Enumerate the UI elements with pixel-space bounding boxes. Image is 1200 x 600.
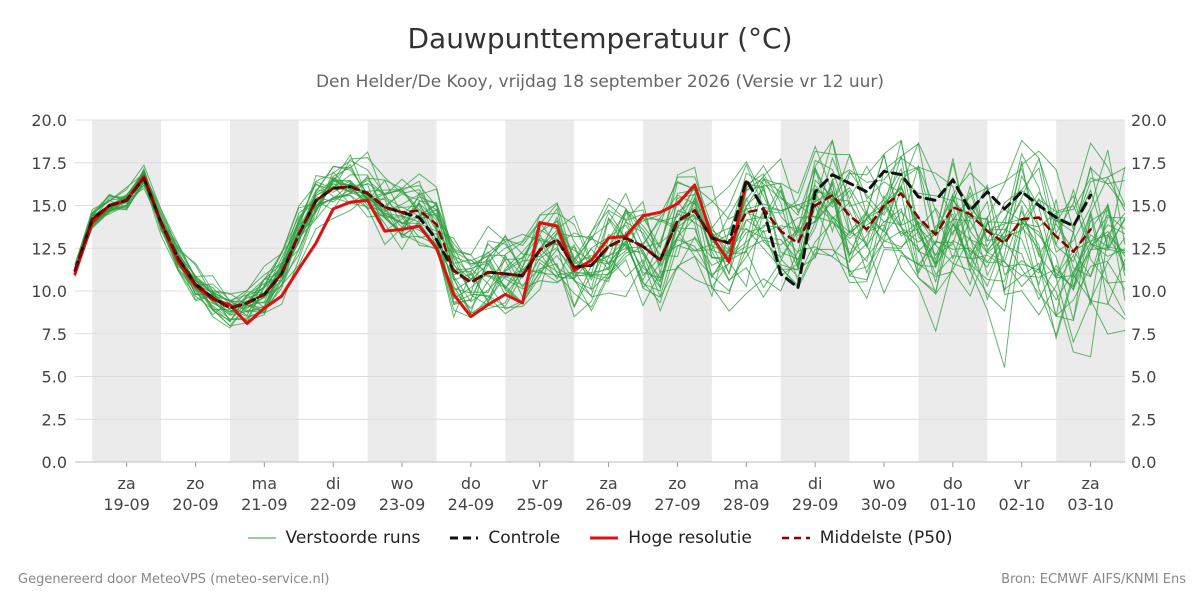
x-tick-date: 02-10: [998, 495, 1045, 514]
x-tick-day: za: [1081, 474, 1099, 493]
x-tick-day: vr: [532, 474, 548, 493]
y-tick-label-left: 5.0: [42, 368, 67, 387]
legend-label-ensemble: Verstoorde runs: [285, 528, 421, 548]
x-tick-day: wo: [873, 474, 896, 493]
x-tick-date: 24-09: [448, 495, 495, 514]
x-tick-day: wo: [391, 474, 414, 493]
legend-item-median[interactable]: Middelste (P50): [781, 528, 953, 548]
y-tick-label-left: 15.0: [31, 197, 67, 216]
x-tick-date: 03-10: [1067, 495, 1114, 514]
y-tick-label-right: 12.5: [1131, 239, 1167, 258]
footer-generated-by: Gegenereerd door MeteoVPS (meteo-service…: [18, 572, 330, 587]
legend-item-ensemble[interactable]: Verstoorde runs: [247, 528, 421, 548]
y-tick-label-left: 2.5: [42, 410, 67, 429]
x-tick-day: di: [808, 474, 823, 493]
x-tick-date: 01-10: [930, 495, 977, 514]
x-tick-day: zo: [186, 474, 204, 493]
y-tick-label-right: 5.0: [1131, 368, 1156, 387]
y-tick-label-left: 17.5: [31, 154, 67, 173]
y-tick-label-right: 10.0: [1131, 282, 1167, 301]
y-tick-label-right: 20.0: [1131, 111, 1167, 130]
series-line-median: [73, 176, 1092, 310]
ensemble-run-line: [74, 174, 1126, 344]
ensemble-run-line: [74, 139, 1126, 368]
chart-title: Dauwpunttemperatuur (°C): [407, 22, 793, 55]
y-tick-label-right: 2.5: [1131, 410, 1156, 429]
x-tick-date: 25-09: [517, 495, 564, 514]
ensemble-run-line: [74, 156, 1126, 323]
x-tick-day: do: [461, 474, 481, 493]
legend-item-hires[interactable]: Hoge resolutie: [590, 528, 752, 548]
y-tick-label-right: 0.0: [1131, 453, 1156, 472]
legend-swatch-control: [450, 536, 479, 540]
legend-swatch-median: [781, 536, 810, 540]
x-tick-date: 19-09: [103, 495, 150, 514]
x-tick-date: 29-09: [792, 495, 839, 514]
x-tick-date: 23-09: [379, 495, 426, 514]
x-tick-day: ma: [734, 474, 759, 493]
chart-legend: Verstoorde runs Controle Hoge resolutie …: [0, 528, 1200, 548]
y-tick-label-left: 10.0: [31, 282, 67, 301]
ensemble-run-line: [74, 157, 1126, 315]
y-tick-label-right: 15.0: [1131, 197, 1167, 216]
x-tick-day: do: [943, 474, 963, 493]
ensemble-run-line: [74, 172, 1126, 315]
ensemble-run-line: [74, 162, 1126, 316]
x-tick-day: zo: [668, 474, 686, 493]
legend-swatch-hires: [590, 536, 619, 540]
ensemble-run-line: [74, 159, 1126, 308]
y-tick-label-left: 20.0: [31, 111, 67, 130]
legend-label-hires: Hoge resolutie: [628, 528, 752, 548]
x-tick-day: di: [326, 474, 341, 493]
x-tick-day: vr: [1014, 474, 1030, 493]
x-tick-day: ma: [252, 474, 277, 493]
chart-subtitle: Den Helder/De Kooy, vrijdag 18 september…: [315, 72, 885, 92]
footer-source: Bron: ECMWF AIFS/KNMI Ens: [1001, 572, 1186, 587]
legend-label-control: Controle: [488, 528, 561, 548]
y-tick-label-left: 0.0: [42, 453, 67, 472]
x-tick-date: 21-09: [241, 495, 288, 514]
x-tick-date: 22-09: [310, 495, 357, 514]
ensemble-run-line: [74, 150, 1126, 322]
x-tick-date: 27-09: [654, 495, 701, 514]
x-tick-date: 30-09: [861, 495, 908, 514]
x-tick-day: za: [600, 474, 618, 493]
y-tick-label-right: 17.5: [1131, 154, 1167, 173]
x-tick-date: 28-09: [723, 495, 770, 514]
y-tick-label-left: 12.5: [31, 239, 67, 258]
legend-label-median: Middelste (P50): [819, 528, 953, 548]
y-tick-label-left: 7.5: [42, 325, 67, 344]
legend-swatch-ensemble: [247, 537, 276, 539]
ensemble-run-line: [74, 151, 1126, 322]
x-tick-day: za: [118, 474, 136, 493]
legend-item-control[interactable]: Controle: [450, 528, 560, 548]
x-tick-date: 20-09: [172, 495, 219, 514]
x-tick-date: 26-09: [585, 495, 632, 514]
y-tick-label-right: 7.5: [1131, 325, 1156, 344]
